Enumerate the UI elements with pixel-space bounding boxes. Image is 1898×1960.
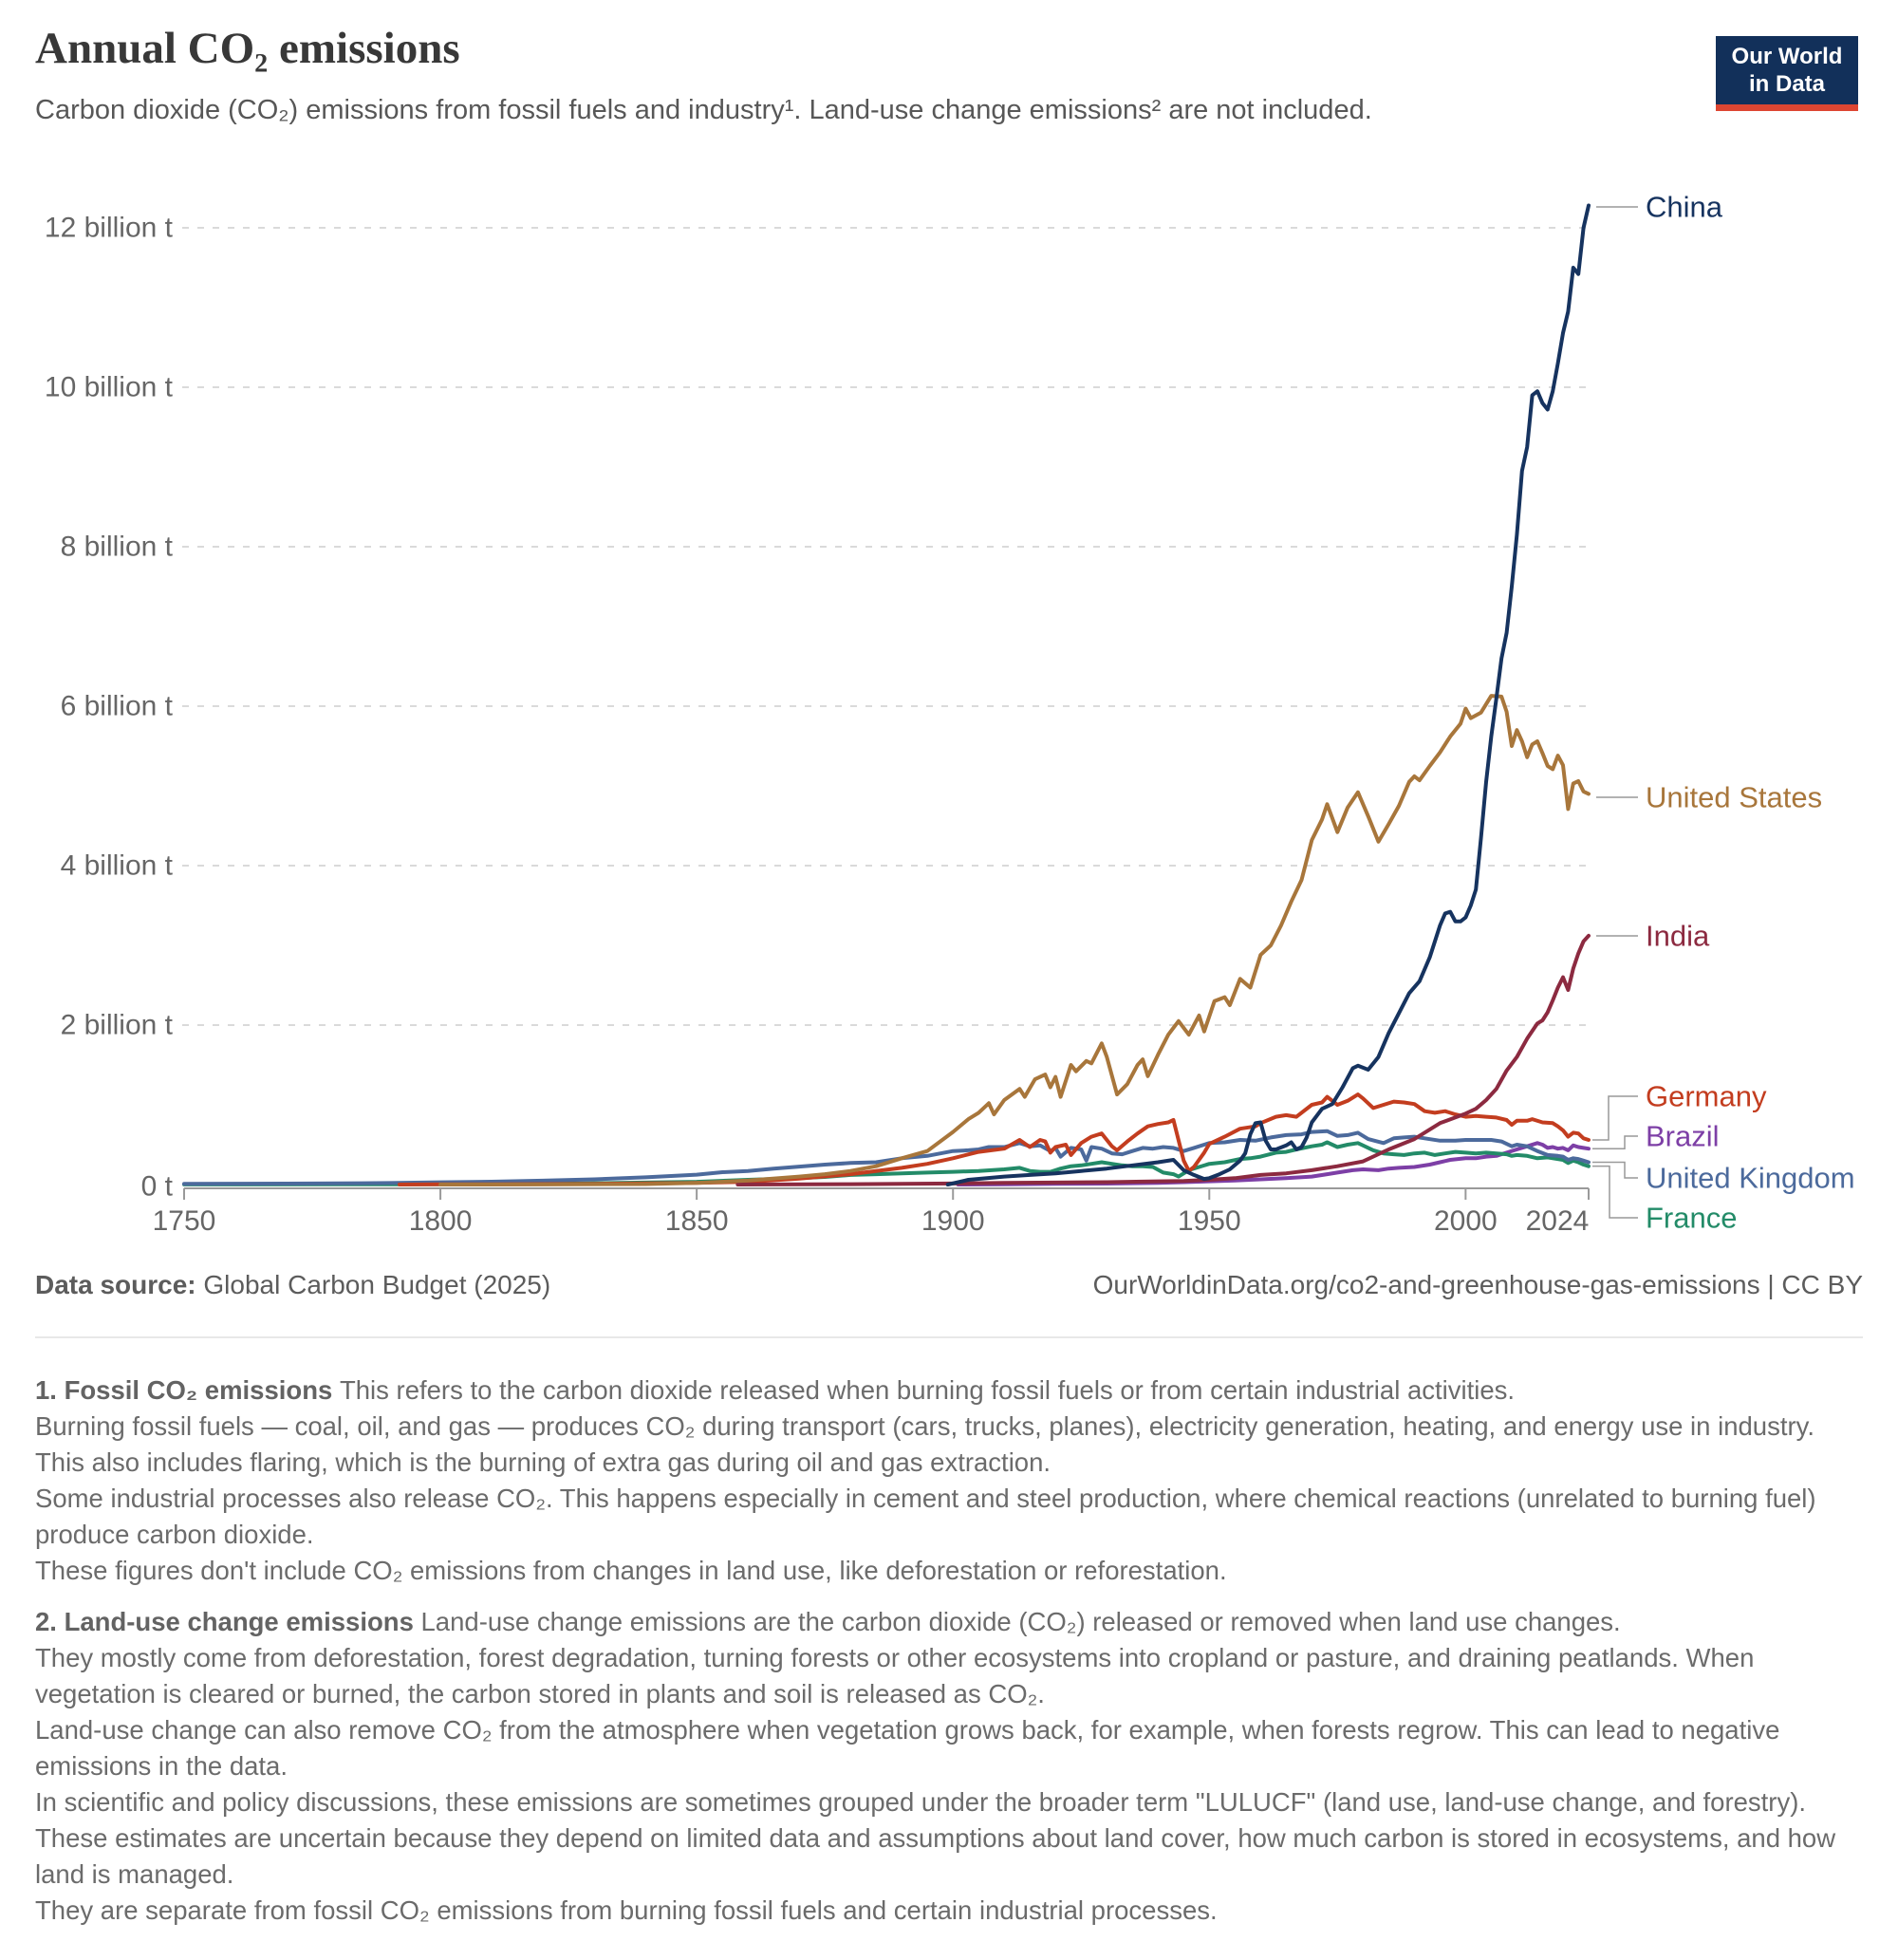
x-tick-label-2000: 2000 xyxy=(1434,1205,1498,1237)
y-tick-label: 10 billion t xyxy=(45,372,174,403)
x-tick-label-2024: 2024 xyxy=(1526,1205,1590,1237)
owid-logo-line1: Our World xyxy=(1731,44,1843,69)
footnote-label: 1. Fossil CO₂ emissions xyxy=(35,1375,340,1405)
line-india[interactable] xyxy=(735,933,1591,1186)
footnote: 1. Fossil CO₂ emissions This refers to t… xyxy=(35,1375,1816,1585)
page-title: Annual CO₂ emissions xyxy=(35,24,460,73)
series-label-united-kingdom[interactable]: United Kingdom xyxy=(1646,1162,1855,1195)
label-connector-united-kingdom xyxy=(1592,1161,1638,1179)
y-tick-label: 8 billion t xyxy=(61,532,174,563)
y-tick-label-zero: 0 t xyxy=(141,1171,174,1203)
series-label-china[interactable]: China xyxy=(1646,191,1723,224)
x-tick-label-1900: 1900 xyxy=(921,1205,985,1237)
series-label-united-states[interactable]: United States xyxy=(1646,781,1822,814)
x-tick-label-1750: 1750 xyxy=(153,1205,216,1237)
footnote-label: 2. Land-use change emissions xyxy=(35,1607,421,1636)
line-china[interactable] xyxy=(945,203,1591,1186)
series-label-india[interactable]: India xyxy=(1646,920,1710,953)
line-brazil[interactable] xyxy=(956,1141,1591,1186)
footnote: 2. Land-use change emissions Land-use ch… xyxy=(35,1607,1836,1925)
y-tick-label: 4 billion t xyxy=(61,850,174,882)
line-germany[interactable] xyxy=(397,1092,1591,1186)
data-source: Data source: Global Carbon Budget (2025) xyxy=(35,1270,550,1300)
series-label-france[interactable]: France xyxy=(1646,1202,1737,1235)
label-connector-germany xyxy=(1592,1095,1638,1141)
series-label-brazil[interactable]: Brazil xyxy=(1646,1120,1720,1153)
line-united-kingdom[interactable] xyxy=(182,1129,1591,1186)
label-connector-france xyxy=(1592,1165,1638,1219)
emissions-line-chart[interactable]: 0 t 2 billion t 4 billion t 6 billion t 8 bi… xyxy=(0,142,1898,1258)
x-tick-label-1850: 1850 xyxy=(665,1205,729,1237)
y-tick-label: 2 billion t xyxy=(61,1010,174,1041)
chart-footer: Data source: Global Carbon Budget (2025)… xyxy=(35,1270,1863,1300)
attribution-link[interactable]: OurWorldinData.org/co2-and-greenhouse-ga… xyxy=(1092,1270,1863,1299)
y-tick-label: 12 billion t xyxy=(45,213,174,244)
data-source-value: Global Carbon Budget (2025) xyxy=(195,1270,551,1299)
chart-subtitle: Carbon dioxide (CO₂) emissions from foss… xyxy=(35,95,1372,125)
x-tick-label-1950: 1950 xyxy=(1178,1205,1241,1237)
owid-logo[interactable]: Our World in Data xyxy=(1716,36,1858,111)
y-tick-label: 6 billion t xyxy=(61,691,174,722)
footnotes-section: 1. Fossil CO₂ emissions This refers to t… xyxy=(35,1372,1867,1944)
owid-logo-line2: in Data xyxy=(1748,71,1825,97)
series-label-germany[interactable]: Germany xyxy=(1646,1080,1767,1113)
data-source-label: Data source: xyxy=(35,1270,196,1299)
line-united-states[interactable] xyxy=(438,694,1591,1186)
x-tick-label-1800: 1800 xyxy=(409,1205,473,1237)
footer-divider xyxy=(35,1336,1863,1338)
label-connector-brazil xyxy=(1592,1135,1638,1149)
